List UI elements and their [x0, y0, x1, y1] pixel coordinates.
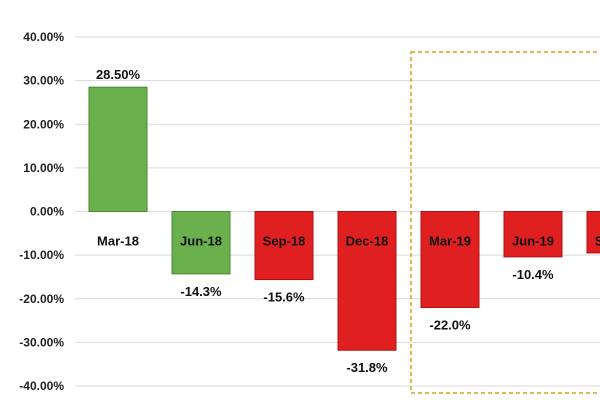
y-tick-label: 10.00% [23, 161, 64, 175]
y-tick-label: -30.00% [19, 335, 64, 349]
bar-mar-18 [88, 86, 148, 212]
category-label: Mar-19 [429, 234, 471, 249]
bar-jun-18 [171, 211, 231, 275]
data-label: -22.0% [429, 317, 471, 332]
bar-jun-19 [503, 211, 563, 258]
data-label: -10.4% [512, 267, 554, 282]
category-label: Sep-19 [595, 234, 600, 249]
category-label: Mar-18 [97, 234, 139, 249]
data-label: -14.3% [180, 284, 222, 299]
data-label: -31.8% [346, 360, 388, 375]
y-tick-label: -10.00% [19, 248, 64, 262]
bar-sep-19 [586, 211, 600, 254]
labels: Mar-18 28.50% Jun-18 -14.3% Sep-18 -15.6% Dec-… [96, 67, 600, 375]
category-label: Jun-19 [512, 234, 554, 249]
y-tick-label: 20.00% [23, 117, 64, 131]
category-label: Jun-18 [180, 234, 222, 249]
y-tick-label: 0.00% [30, 205, 64, 219]
bar-sep-18 [254, 211, 314, 281]
y-tick-label: 30.00% [23, 74, 64, 88]
category-label: Sep-18 [263, 234, 306, 249]
data-label: 28.50% [96, 67, 141, 82]
data-label: -15.6% [263, 290, 305, 305]
highlight-box [410, 51, 600, 394]
y-tick-label: -40.00% [19, 379, 64, 393]
y-axis-tick-labels: 40.00% 30.00% 20.00% 10.00% 0.00% -10.00% -20.… [19, 30, 64, 393]
y-tick-label: -20.00% [19, 292, 64, 306]
bar-dec-18 [337, 211, 397, 351]
bars [88, 86, 600, 351]
y-tick-label: 40.00% [23, 30, 64, 44]
category-label: Dec-18 [346, 234, 389, 249]
bar-mar-19 [420, 211, 480, 308]
highlight-box-layer [410, 51, 600, 394]
